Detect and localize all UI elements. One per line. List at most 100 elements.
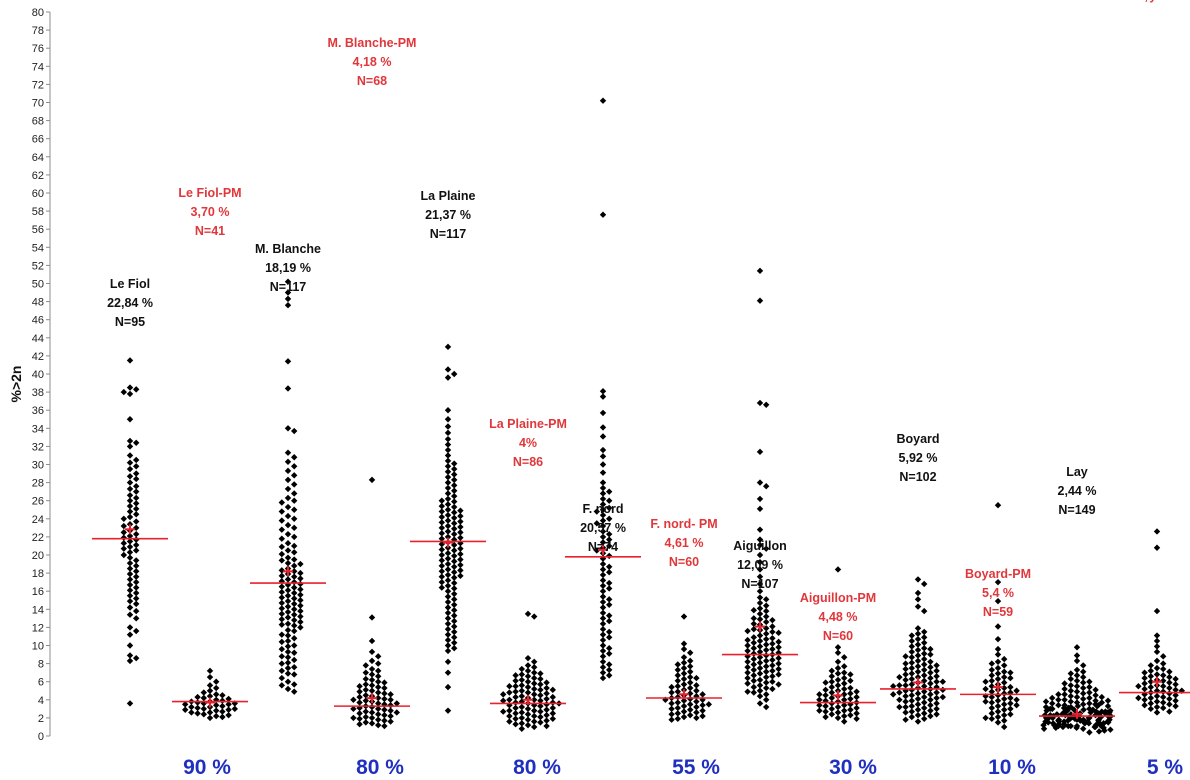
data-point bbox=[225, 712, 231, 718]
data-point bbox=[982, 698, 988, 704]
data-point bbox=[600, 212, 606, 218]
data-point bbox=[681, 714, 687, 720]
series-label-line: 5,92 % bbox=[899, 451, 938, 465]
data-point bbox=[835, 650, 841, 656]
data-point bbox=[763, 483, 769, 489]
series-label-line: N=60 bbox=[1142, 0, 1172, 3]
data-point bbox=[600, 469, 606, 475]
series-points bbox=[279, 278, 304, 694]
data-point bbox=[439, 584, 445, 590]
data-point bbox=[763, 704, 769, 710]
data-point bbox=[606, 488, 612, 494]
data-point bbox=[600, 393, 606, 399]
y-tick-label: 32 bbox=[32, 441, 44, 453]
data-point bbox=[127, 631, 133, 637]
data-point bbox=[279, 675, 285, 681]
data-point bbox=[600, 433, 606, 439]
data-point bbox=[537, 719, 543, 725]
data-point bbox=[757, 400, 763, 406]
series-label-line: 3,70 % bbox=[191, 205, 230, 219]
series-label-line: N=86 bbox=[513, 455, 543, 469]
data-point bbox=[543, 723, 549, 729]
data-point bbox=[285, 459, 291, 465]
data-point bbox=[744, 688, 750, 694]
series-points bbox=[439, 344, 464, 714]
data-point bbox=[896, 682, 902, 688]
data-point bbox=[133, 608, 139, 614]
data-point bbox=[600, 424, 606, 430]
data-point bbox=[775, 681, 781, 687]
data-point bbox=[506, 718, 512, 724]
data-point bbox=[525, 722, 531, 728]
y-tick-label: 60 bbox=[32, 188, 44, 200]
data-point bbox=[285, 296, 291, 302]
data-point bbox=[606, 650, 612, 656]
data-point bbox=[279, 536, 285, 542]
data-point bbox=[121, 389, 127, 395]
data-point bbox=[133, 457, 139, 463]
data-point bbox=[1160, 705, 1166, 711]
series-label-line: 21,37 % bbox=[425, 208, 471, 222]
data-point bbox=[127, 391, 133, 397]
series-points bbox=[500, 611, 562, 732]
data-point bbox=[127, 384, 133, 390]
data-point bbox=[512, 721, 518, 727]
data-point bbox=[387, 718, 393, 724]
data-point bbox=[279, 517, 285, 523]
data-point bbox=[285, 621, 291, 627]
data-point bbox=[921, 716, 927, 722]
y-tick-label: 56 bbox=[32, 224, 44, 236]
data-point bbox=[550, 716, 556, 722]
data-point bbox=[525, 611, 531, 617]
data-point bbox=[291, 681, 297, 687]
data-point bbox=[291, 556, 297, 562]
data-point bbox=[182, 707, 188, 713]
data-point bbox=[896, 704, 902, 710]
data-point bbox=[763, 619, 769, 625]
data-point bbox=[940, 679, 946, 685]
data-point bbox=[1001, 717, 1007, 723]
data-point bbox=[127, 642, 133, 648]
data-point bbox=[363, 669, 369, 675]
data-point bbox=[675, 716, 681, 722]
data-point bbox=[1166, 701, 1172, 707]
data-point bbox=[1154, 545, 1160, 551]
data-point bbox=[500, 691, 506, 697]
data-point bbox=[363, 719, 369, 725]
series-points bbox=[1040, 644, 1114, 735]
data-point bbox=[775, 630, 781, 636]
data-point bbox=[279, 526, 285, 532]
series-points bbox=[744, 268, 781, 711]
data-point bbox=[915, 603, 921, 609]
data-point bbox=[1096, 728, 1102, 734]
data-point bbox=[606, 569, 612, 575]
y-tick-label: 62 bbox=[32, 170, 44, 182]
data-point bbox=[127, 357, 133, 363]
data-point bbox=[896, 697, 902, 703]
data-point bbox=[1013, 702, 1019, 708]
data-point bbox=[279, 621, 285, 627]
data-point bbox=[133, 463, 139, 469]
series-label-line: F. nord bbox=[583, 502, 624, 516]
data-point bbox=[285, 495, 291, 501]
y-tick-label: 6 bbox=[38, 677, 44, 689]
series-label-line: Le Fiol bbox=[110, 277, 150, 291]
data-point bbox=[902, 653, 908, 659]
data-point bbox=[279, 668, 285, 674]
data-point bbox=[681, 646, 687, 652]
data-point bbox=[1074, 644, 1080, 650]
data-point bbox=[445, 344, 451, 350]
data-point bbox=[769, 686, 775, 692]
data-point bbox=[1172, 703, 1178, 709]
series-label-line: 4,18 % bbox=[353, 55, 392, 69]
y-tick-label: 4 bbox=[38, 695, 44, 707]
data-point bbox=[285, 513, 291, 519]
data-point bbox=[775, 671, 781, 677]
data-point bbox=[445, 407, 451, 413]
data-point bbox=[451, 371, 457, 377]
series-labels: Le Fiol22,84 %N=95Le Fiol-PM3,70 %N=41M.… bbox=[107, 0, 1179, 643]
data-point bbox=[668, 717, 674, 723]
percentage-label: 80 % bbox=[513, 756, 561, 779]
data-point bbox=[213, 685, 219, 691]
y-tick-label: 0 bbox=[38, 731, 44, 743]
